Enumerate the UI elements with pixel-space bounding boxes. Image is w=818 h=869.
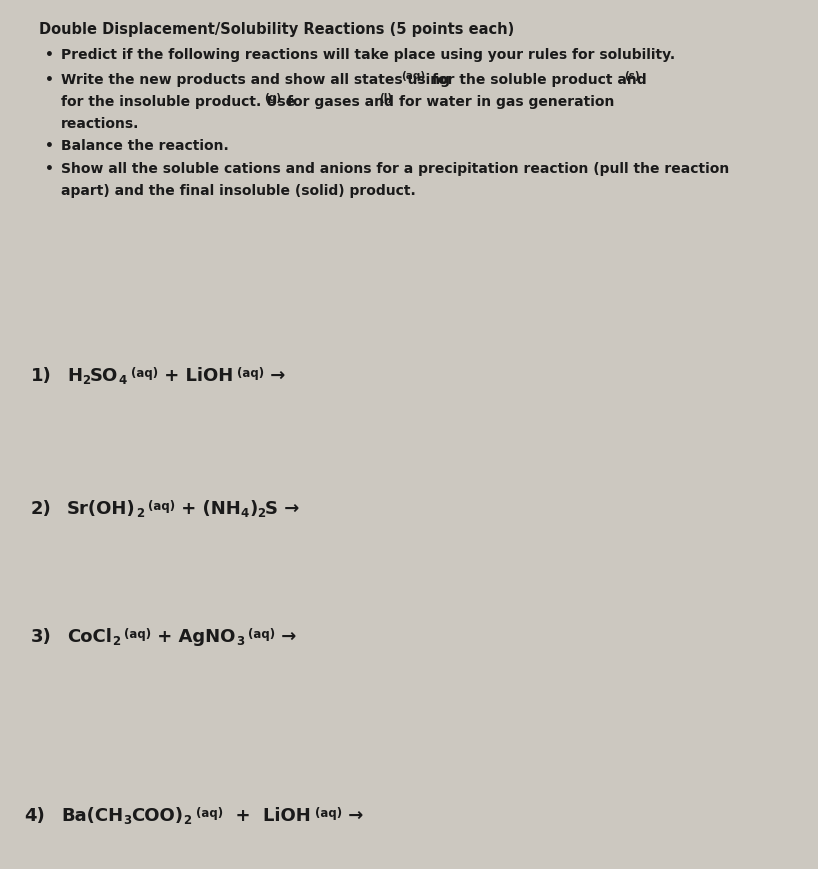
Text: 4: 4 <box>119 374 127 387</box>
Text: (s): (s) <box>624 71 640 81</box>
Text: →: → <box>264 367 285 385</box>
Text: + AgNO: + AgNO <box>151 627 236 646</box>
Text: Ba(CH: Ba(CH <box>61 806 124 825</box>
Text: →: → <box>275 627 296 646</box>
Text: 4): 4) <box>25 806 45 825</box>
Text: Write the new products and show all states using: Write the new products and show all stat… <box>61 73 451 87</box>
Text: (aq): (aq) <box>148 500 175 513</box>
Text: •: • <box>45 162 54 176</box>
Text: +  LiOH: + LiOH <box>223 806 311 825</box>
Text: for water in gas generation: for water in gas generation <box>399 95 614 109</box>
Text: reactions.: reactions. <box>61 116 140 130</box>
Text: (aq): (aq) <box>124 627 151 640</box>
Text: 3: 3 <box>236 634 244 647</box>
Text: ): ) <box>249 500 258 518</box>
Text: 2: 2 <box>82 374 90 387</box>
Text: (aq): (aq) <box>401 71 425 81</box>
Text: + LiOH: + LiOH <box>158 367 233 385</box>
Text: Balance the reaction.: Balance the reaction. <box>61 139 229 153</box>
Text: (aq): (aq) <box>196 806 223 819</box>
Text: 2): 2) <box>31 500 52 518</box>
Text: Sr(OH): Sr(OH) <box>67 500 136 518</box>
Text: 4: 4 <box>240 507 249 520</box>
Text: 2: 2 <box>258 507 266 520</box>
Text: •: • <box>45 48 54 62</box>
Text: apart) and the final insoluble (solid) product.: apart) and the final insoluble (solid) p… <box>61 183 416 197</box>
Text: (l): (l) <box>380 93 393 103</box>
Text: (aq): (aq) <box>131 367 158 380</box>
Text: CoCl: CoCl <box>67 627 112 646</box>
Text: Double Displacement/Solubility Reactions (5 points each): Double Displacement/Solubility Reactions… <box>39 22 515 36</box>
Text: + (NH: + (NH <box>175 500 240 518</box>
Text: COO): COO) <box>132 806 183 825</box>
Text: (g): (g) <box>264 93 281 103</box>
Text: →: → <box>342 806 363 825</box>
Text: for gases and: for gases and <box>287 95 394 109</box>
Text: H: H <box>67 367 82 385</box>
Text: (aq): (aq) <box>248 627 275 640</box>
Text: SO: SO <box>90 367 119 385</box>
Text: for the soluble product and: for the soluble product and <box>432 73 646 87</box>
Text: 3: 3 <box>124 813 132 826</box>
Text: 2: 2 <box>136 507 144 520</box>
Text: Show all the soluble cations and anions for a precipitation reaction (pull the r: Show all the soluble cations and anions … <box>61 162 730 176</box>
Text: •: • <box>45 139 54 153</box>
Text: •: • <box>45 73 54 87</box>
Text: Predict if the following reactions will take place using your rules for solubili: Predict if the following reactions will … <box>61 48 676 62</box>
Text: (aq): (aq) <box>237 367 264 380</box>
Text: 2: 2 <box>112 634 120 647</box>
Text: (aq): (aq) <box>315 806 342 819</box>
Text: 2: 2 <box>183 813 191 826</box>
Text: 3): 3) <box>31 627 52 646</box>
Text: for the insoluble product. Use: for the insoluble product. Use <box>61 95 295 109</box>
Text: S →: S → <box>266 500 300 518</box>
Text: 1): 1) <box>31 367 52 385</box>
